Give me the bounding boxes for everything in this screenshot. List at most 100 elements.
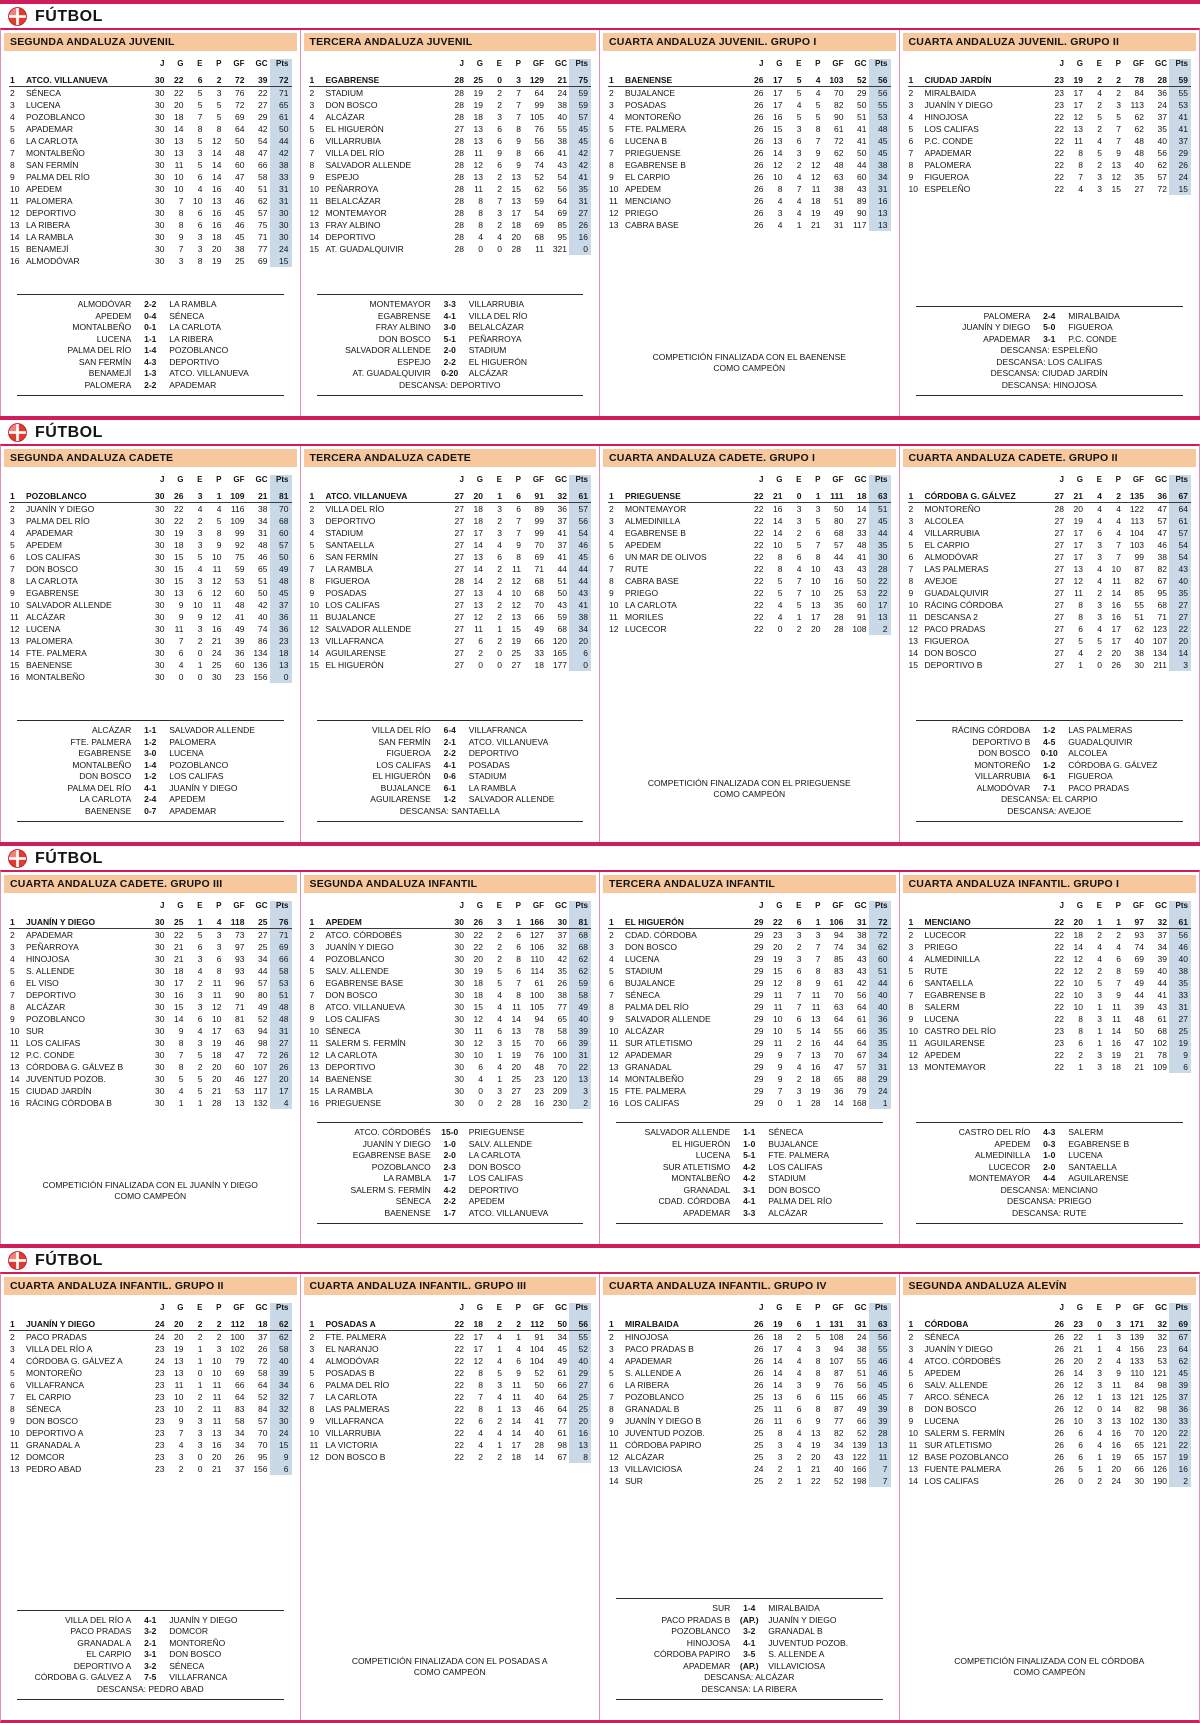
away-team: JUANÍN Y DIEGO [169,1614,238,1625]
stat-cell: 112 [523,1318,546,1331]
points-cell: 53 [1169,99,1191,111]
stat-cell: 16 [773,504,783,514]
team-name: JUANÍN Y DIEGO [924,100,993,110]
points-cell: 11 [868,1451,891,1463]
stat-cell: 14 [857,504,867,514]
stat-cell: 53 [1157,1356,1167,1366]
stat-cell: 14 [811,1026,821,1036]
table-title: SEGUNDA ANDALUZA JUVENIL [4,33,297,51]
team-name: GRANADAL A [26,1440,81,1450]
stat-cell: 2 [497,954,502,964]
stat-cell: 20 [212,1074,222,1084]
points-cell: 72 [868,928,891,941]
standings-row: 7 POZOBLANCO 25 13 6 6 115 66 45 [608,1391,891,1403]
stat-cell: 22 [1054,172,1064,182]
stat-cell: 30 [155,648,165,658]
stat-cell: 93 [235,966,245,976]
stat-cell: 13 [174,148,184,158]
stat-cell: 107 [253,1062,268,1072]
stat-cell: 62 [1157,160,1167,170]
standings-row: 4 HINOJOSA 30 21 3 6 93 34 66 [9,953,292,965]
stat-cell: 0 [497,660,502,670]
stat-cell: 41 [235,612,245,622]
stat-cell: 26 [754,148,764,158]
league-table-block: CUARTA ANDALUZA INFANTIL. GRUPO II J G E P GF… [1,1274,301,1720]
stat-cell: 48 [834,160,844,170]
stat-cell: 9 [1116,1368,1121,1378]
points-cell: 45 [868,147,891,159]
stat-cell: 49 [258,1002,268,1012]
team-name: CDAD. CÓRDOBA [625,930,697,940]
points-cell: 45 [868,1379,891,1391]
stat-cell: 2 [497,576,502,586]
stat-cell: 13 [174,1368,184,1378]
stat-cell: 4 [1097,88,1102,98]
rank-cell: 7 [10,990,15,1000]
away-team: SALVADOR ALLENDE [169,725,255,735]
home-team: CDAD. CÓRDOBA [658,1196,731,1206]
stat-cell: 25 [754,1452,764,1462]
stat-cell: 10 [1111,564,1121,574]
stat-cell: 26 [1054,1380,1064,1390]
stat-cell: 30 [155,88,165,98]
standings-header-row: J G E P GF GC Pts [9,1303,292,1318]
stat-cell: 57 [258,978,268,988]
stat-cell: 22 [1054,160,1064,170]
stat-cell: 70 [834,88,844,98]
stat-cell: 1 [1097,1332,1102,1342]
standings-row: 4 APADEMAR 30 19 3 8 99 31 60 [9,527,292,539]
stat-cell: 30 [454,966,464,976]
rank-cell: 2 [609,930,614,940]
stat-cell: 7 [1116,552,1121,562]
col-e: E [1096,475,1102,484]
stat-cell: 4 [1085,490,1104,503]
stat-cell: 1 [1078,660,1083,670]
standings-row: 6 BUJALANCE 29 12 8 9 61 42 44 [608,977,891,989]
points-cell: 67 [1169,1330,1191,1343]
standings-row: 1 PRIEGUENSE 22 21 0 1 111 18 63 [608,490,891,503]
result-row: SAN FERMÍN 4-3 DEPORTIVO [17,357,284,369]
col-team [325,1303,448,1318]
standings-row: 12 DEPORTIVO 30 8 6 16 45 57 30 [9,207,292,219]
stat-cell: 4 [197,504,203,514]
away-team: JUVENTUD POZOB. [768,1637,849,1648]
standings-row: 11 SALERM S. FERMÍN 30 12 3 15 70 66 39 [309,1037,591,1049]
stat-cell: 94 [834,1344,844,1354]
col-rank [9,1303,25,1318]
stat-cell: 2 [1097,588,1102,598]
team-name: CÓRDOBA PAPIRO [625,1440,702,1450]
stat-cell: 18 [534,660,544,670]
stat-cell: 89 [534,504,544,514]
rank-cell: 4 [309,112,315,122]
stat-cell: 65 [834,1074,844,1084]
col-e: E [496,475,502,484]
match-score: 4-2 [743,1161,756,1172]
stat-cell: 30 [155,528,165,538]
stat-cell: 92 [235,540,245,550]
standings-row: 9 LUCENA 22 8 3 11 48 61 27 [908,1013,1191,1025]
stat-cell: 30 [454,930,464,940]
stat-cell: 30 [155,612,165,622]
home-team: LA RAMBLA [383,1173,431,1183]
team-name: EGABRENSE B [625,528,686,538]
stat-cell: 26 [754,112,764,122]
team-name: LAS PALMERAS [325,1404,390,1414]
stat-cell: 52 [834,1476,844,1486]
stat-cell: 28 [511,1098,521,1108]
col-pts: Pts [269,475,292,490]
stat-cell: 139 [852,1440,867,1450]
stat-cell: 69 [235,1368,245,1378]
stat-cell: 8 [478,1380,483,1390]
standings-row: 14 FTE. PALMERA 30 6 0 24 36 134 18 [9,647,292,659]
points-cell: 68 [569,928,591,941]
rank-cell: 14 [609,1074,619,1084]
stat-cell: 41 [857,136,867,146]
standings-row: 3 PRIEGO 22 14 4 4 74 34 46 [908,941,1191,953]
stat-cell: 8 [197,256,203,266]
stat-cell: 19 [212,256,222,266]
rest-note: DESCANSA: LOS CALIFAS [996,356,1103,367]
stat-cell: 82 [1157,564,1167,574]
match-score: 3-0 [443,322,456,332]
rank-cell: 10 [908,600,918,610]
stat-cell: 30 [454,1062,464,1072]
